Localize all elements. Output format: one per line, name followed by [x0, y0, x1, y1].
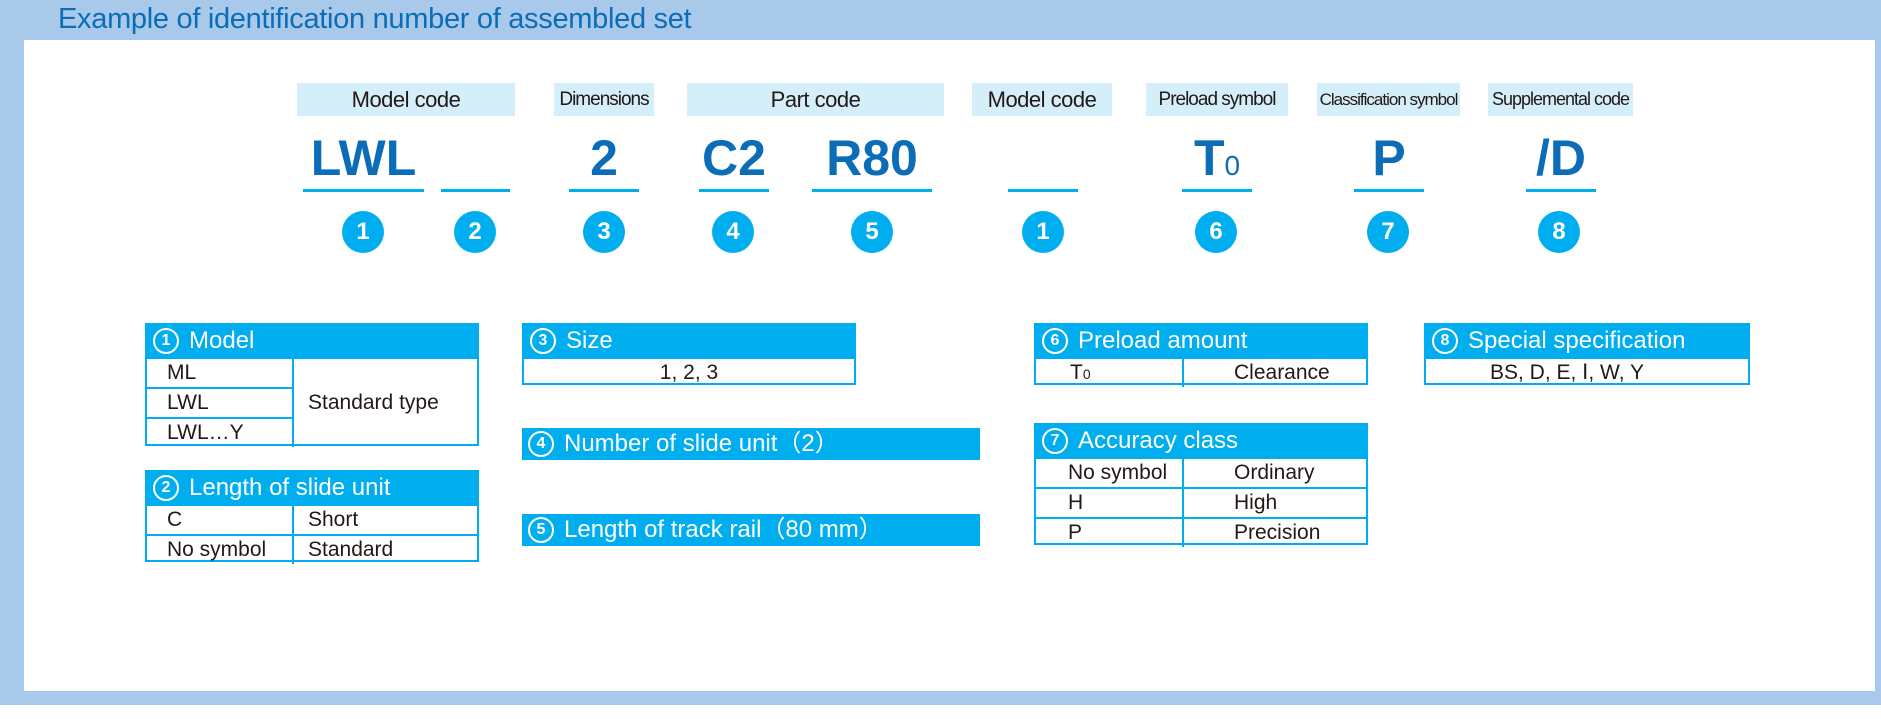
circled-number: 2	[153, 475, 179, 501]
size-value: 1, 2, 3	[524, 357, 854, 387]
page-title: Example of identification number of asse…	[58, 3, 692, 35]
model-table-header: 1 Model	[147, 325, 477, 357]
size-table: 3 Size 1, 2, 3	[522, 323, 856, 385]
model-row: LWL	[147, 387, 292, 417]
accuracy-value: Ordinary	[1234, 461, 1315, 484]
underline	[303, 189, 424, 192]
number-badge: 3	[583, 211, 625, 253]
number-badge: 5	[851, 211, 893, 253]
label-classification-symbol: Classification symbol	[1317, 83, 1460, 116]
code-size: 2	[590, 130, 618, 186]
length-row: C Short	[147, 504, 477, 534]
length-symbol: No symbol	[147, 536, 294, 564]
code-rail: R80	[826, 130, 918, 186]
accuracy-symbol: No symbol	[1036, 459, 1184, 487]
special-title: Special specification	[1468, 327, 1686, 354]
preload-value: Clearance	[1234, 361, 1330, 384]
number-badge: 6	[1195, 211, 1237, 253]
length-row: No symbol Standard	[147, 534, 477, 564]
label-preload-symbol: Preload symbol	[1146, 83, 1288, 116]
accuracy-row: No symbol Ordinary	[1036, 457, 1366, 487]
underline	[1526, 189, 1596, 192]
circled-number: 7	[1042, 428, 1068, 454]
underline	[1354, 189, 1424, 192]
circled-number: 6	[1042, 328, 1068, 354]
preload-symbol-sub: 0	[1082, 366, 1091, 382]
preload-title: Preload amount	[1078, 327, 1248, 354]
accuracy-title: Accuracy class	[1078, 427, 1239, 454]
label-supplemental-code: Supplemental code	[1488, 83, 1633, 116]
code-slide-units: C2	[702, 130, 766, 186]
preload-symbol-main: T	[1070, 361, 1083, 384]
underline	[1008, 189, 1078, 192]
number-badge: 8	[1538, 211, 1580, 253]
accuracy-table: 7 Accuracy class No symbol Ordinary H High …	[1034, 423, 1368, 547]
code-model-2	[1008, 130, 1078, 186]
preload-table-header: 6 Preload amount	[1036, 325, 1366, 357]
special-value: BS, D, E, Ⅰ, W, Y	[1426, 357, 1748, 387]
circled-number: 4	[528, 431, 554, 457]
label-model-code-2: Model code	[972, 83, 1112, 116]
underline	[441, 189, 510, 192]
length-value: Short	[308, 508, 359, 531]
model-title: Model	[189, 327, 255, 354]
code-supplemental: /D	[1536, 130, 1586, 186]
rail-title: Length of track rail（80 mm）	[564, 516, 883, 543]
model-row: LWL…Y	[147, 417, 292, 447]
length-value: Standard	[308, 538, 394, 561]
circled-number: 5	[528, 517, 554, 543]
code-model: LWL	[310, 130, 417, 186]
length-symbol: C	[147, 506, 294, 534]
accuracy-value: Precision	[1234, 521, 1321, 544]
slide-units-title: Number of slide unit（2）	[564, 430, 839, 457]
underline	[699, 189, 769, 192]
underline	[569, 189, 639, 192]
label-model-code: Model code	[297, 83, 515, 116]
model-table: 1 Model ML LWL LWL…Y Standard type	[145, 323, 479, 447]
label-part-code: Part code	[687, 83, 944, 116]
circled-number: 3	[530, 328, 556, 354]
size-table-header: 3 Size	[524, 325, 854, 357]
length-table: 2 Length of slide unit C Short No symbol St…	[145, 470, 479, 564]
number-badge: 4	[712, 211, 754, 253]
preload-symbol: T0	[1036, 359, 1184, 387]
circled-number: 8	[1432, 328, 1458, 354]
label-dimensions: Dimensions	[554, 83, 654, 116]
code-preload-sub: 0	[1224, 150, 1241, 181]
number-badge: 2	[454, 211, 496, 253]
preload-row: T0 Clearance	[1036, 357, 1366, 387]
code-preload-main: T	[1193, 130, 1225, 186]
circled-number: 1	[153, 328, 179, 354]
code-classification: P	[1372, 130, 1406, 186]
accuracy-symbol: P	[1036, 519, 1184, 547]
underline	[1182, 189, 1252, 192]
accuracy-table-header: 7 Accuracy class	[1036, 425, 1366, 457]
number-badge: 1	[1022, 211, 1064, 253]
preload-table: 6 Preload amount T0 Clearance	[1034, 323, 1368, 387]
accuracy-value: High	[1234, 491, 1278, 514]
model-value: Standard type	[294, 357, 477, 447]
size-title: Size	[566, 327, 613, 354]
accuracy-symbol: H	[1036, 489, 1184, 517]
accuracy-row: P Precision	[1036, 517, 1366, 547]
length-table-header: 2 Length of slide unit	[147, 472, 477, 504]
slide-units-bar: 4 Number of slide unit（2）	[522, 428, 980, 460]
code-length	[441, 130, 510, 186]
underline	[812, 189, 932, 192]
code-preload: T0	[1182, 130, 1252, 186]
number-badge: 1	[342, 211, 384, 253]
length-title: Length of slide unit	[189, 474, 391, 501]
model-row: ML	[147, 357, 292, 387]
special-table-header: 8 Special specification	[1426, 325, 1748, 357]
number-badge: 7	[1367, 211, 1409, 253]
rail-bar: 5 Length of track rail（80 mm）	[522, 514, 980, 546]
accuracy-row: H High	[1036, 487, 1366, 517]
special-table: 8 Special specification BS, D, E, Ⅰ, W, Y	[1424, 323, 1750, 385]
